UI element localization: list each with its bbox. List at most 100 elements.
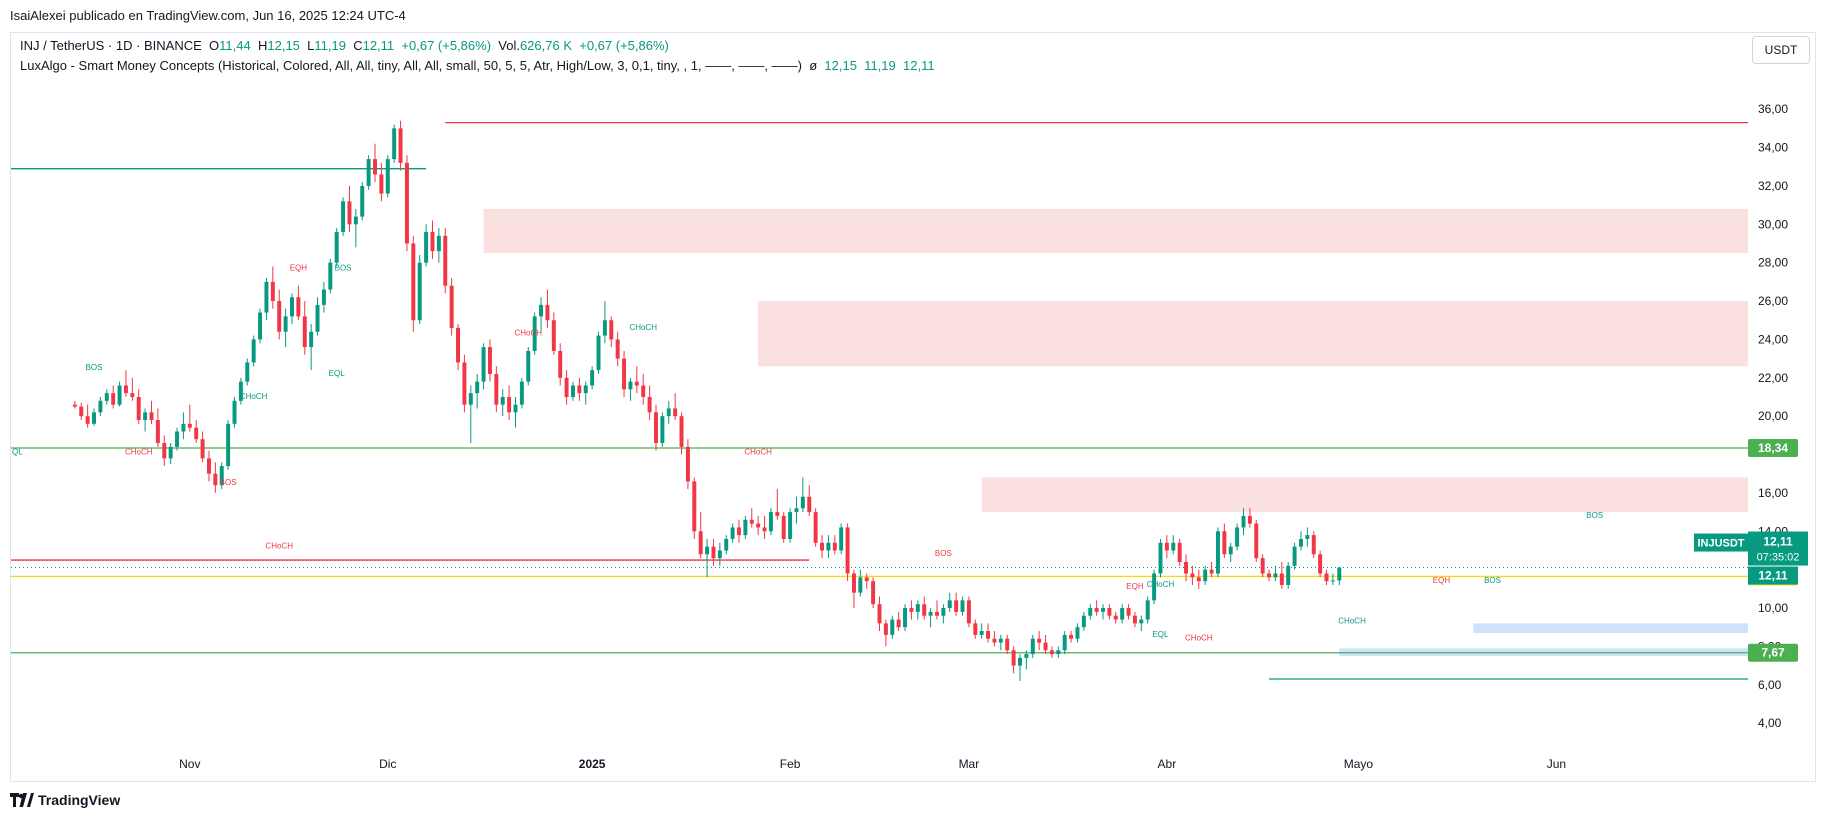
- candle-body: [1120, 608, 1125, 620]
- candle-body: [1241, 515, 1246, 528]
- candle-body: [1273, 573, 1278, 578]
- structure-label: BOS: [1484, 576, 1501, 585]
- candle-body: [519, 381, 524, 405]
- high-label: H: [257, 38, 268, 53]
- candle-body: [187, 423, 192, 428]
- candle-body: [1337, 567, 1342, 581]
- candle-body: [896, 619, 901, 628]
- y-tick-label: 28,00: [1758, 256, 1788, 270]
- candle-body: [864, 577, 869, 582]
- structure-label: QL: [12, 448, 23, 457]
- candle-body: [602, 320, 607, 336]
- currency-button[interactable]: USDT: [1752, 36, 1810, 64]
- candle-body: [762, 527, 767, 532]
- candle-body: [756, 523, 761, 528]
- structure-label: EQH: [290, 263, 308, 272]
- candle-body: [1030, 638, 1035, 655]
- candle-body: [296, 297, 301, 317]
- candle-body: [1203, 569, 1208, 582]
- chart-frame: [10, 32, 1816, 782]
- candle-body: [947, 600, 952, 609]
- structure-label: CHoCH: [240, 392, 268, 401]
- candle-body: [743, 519, 748, 536]
- candle-body: [705, 546, 710, 555]
- candle-body: [143, 412, 148, 420]
- candle-body: [1298, 538, 1303, 547]
- candle-body: [507, 396, 512, 413]
- candle-body: [462, 362, 467, 405]
- candle-body: [768, 512, 773, 532]
- tradingview-brand: TradingView: [38, 792, 121, 808]
- candle-body: [941, 608, 946, 616]
- candle-body: [379, 174, 384, 194]
- indicator-title[interactable]: LuxAlgo - Smart Money Concepts (Historic…: [20, 58, 802, 73]
- level-767-badge-bg: [1748, 643, 1798, 662]
- tradingview-footer[interactable]: TradingView: [10, 792, 120, 808]
- candle-body: [1139, 619, 1144, 624]
- candle-body: [232, 400, 237, 424]
- y-tick-label: 20,00: [1758, 409, 1788, 423]
- candle-body: [826, 542, 831, 551]
- candle-body: [711, 546, 716, 559]
- close-label: C: [353, 38, 363, 53]
- candle-body: [615, 339, 620, 359]
- candle-body: [226, 423, 231, 467]
- candle-body: [922, 604, 927, 616]
- candle-body: [417, 262, 422, 321]
- symbol-badge-bg: [1694, 533, 1748, 552]
- structure-label: CHoCH: [265, 542, 293, 551]
- candle-body: [1126, 608, 1131, 616]
- candle-body: [79, 406, 84, 417]
- candle-body: [532, 316, 537, 351]
- candle-body: [1024, 654, 1029, 658]
- candle-body: [513, 404, 518, 413]
- candle-body: [136, 396, 141, 420]
- candle-body: [1222, 531, 1227, 555]
- y-tick-label: 6,00: [1758, 678, 1782, 692]
- candle-body: [1196, 577, 1201, 582]
- last-price-badge-bg: [1748, 531, 1808, 566]
- candle-body: [347, 201, 352, 225]
- candle-body: [321, 289, 326, 305]
- candle-body: [385, 159, 390, 194]
- candle-body: [1254, 523, 1259, 559]
- candle-body: [903, 608, 908, 628]
- candle-body: [551, 320, 556, 351]
- candle-body: [698, 531, 703, 555]
- candle-body: [315, 304, 320, 332]
- structure-label: CHoCH: [629, 323, 657, 332]
- candle-body: [1088, 608, 1093, 616]
- candle-body: [660, 416, 665, 444]
- symbol-title[interactable]: INJ / TetherUS · 1D · BINANCE: [20, 38, 202, 53]
- candle-body: [1132, 615, 1137, 624]
- candle-body: [1018, 657, 1022, 666]
- candle-body: [545, 304, 550, 321]
- candle-body: [1069, 634, 1074, 639]
- candle-body: [270, 281, 275, 302]
- publisher-line: IsaiAlexei publicado en TradingView.com,…: [10, 8, 406, 23]
- candle-body: [928, 611, 933, 616]
- candle-body: [1324, 573, 1329, 582]
- candle-body: [85, 416, 90, 424]
- candle-body: [590, 370, 595, 386]
- indicator-value-2: 11,19: [864, 58, 896, 73]
- candle-body: [181, 423, 186, 432]
- last-price-badge: 12,11: [1763, 535, 1793, 549]
- candle-body: [570, 385, 575, 397]
- candle-body: [1190, 573, 1195, 578]
- candle-body: [162, 443, 167, 459]
- candle-body: [175, 431, 180, 447]
- indicator-value-1: 12,15: [824, 58, 857, 73]
- candle-body: [934, 611, 939, 616]
- y-tick-label: 36,00: [1758, 102, 1788, 116]
- volume-change: +0,67 (+5,86%): [579, 38, 669, 53]
- candle-body: [813, 512, 818, 543]
- candle-body: [1062, 634, 1067, 651]
- candle-body: [1011, 650, 1016, 666]
- structure-label: EQH: [1126, 582, 1144, 591]
- candle-body: [92, 412, 96, 424]
- candle-body: [622, 358, 627, 390]
- candle-body: [411, 243, 416, 321]
- tradingview-logo-icon: [10, 793, 34, 807]
